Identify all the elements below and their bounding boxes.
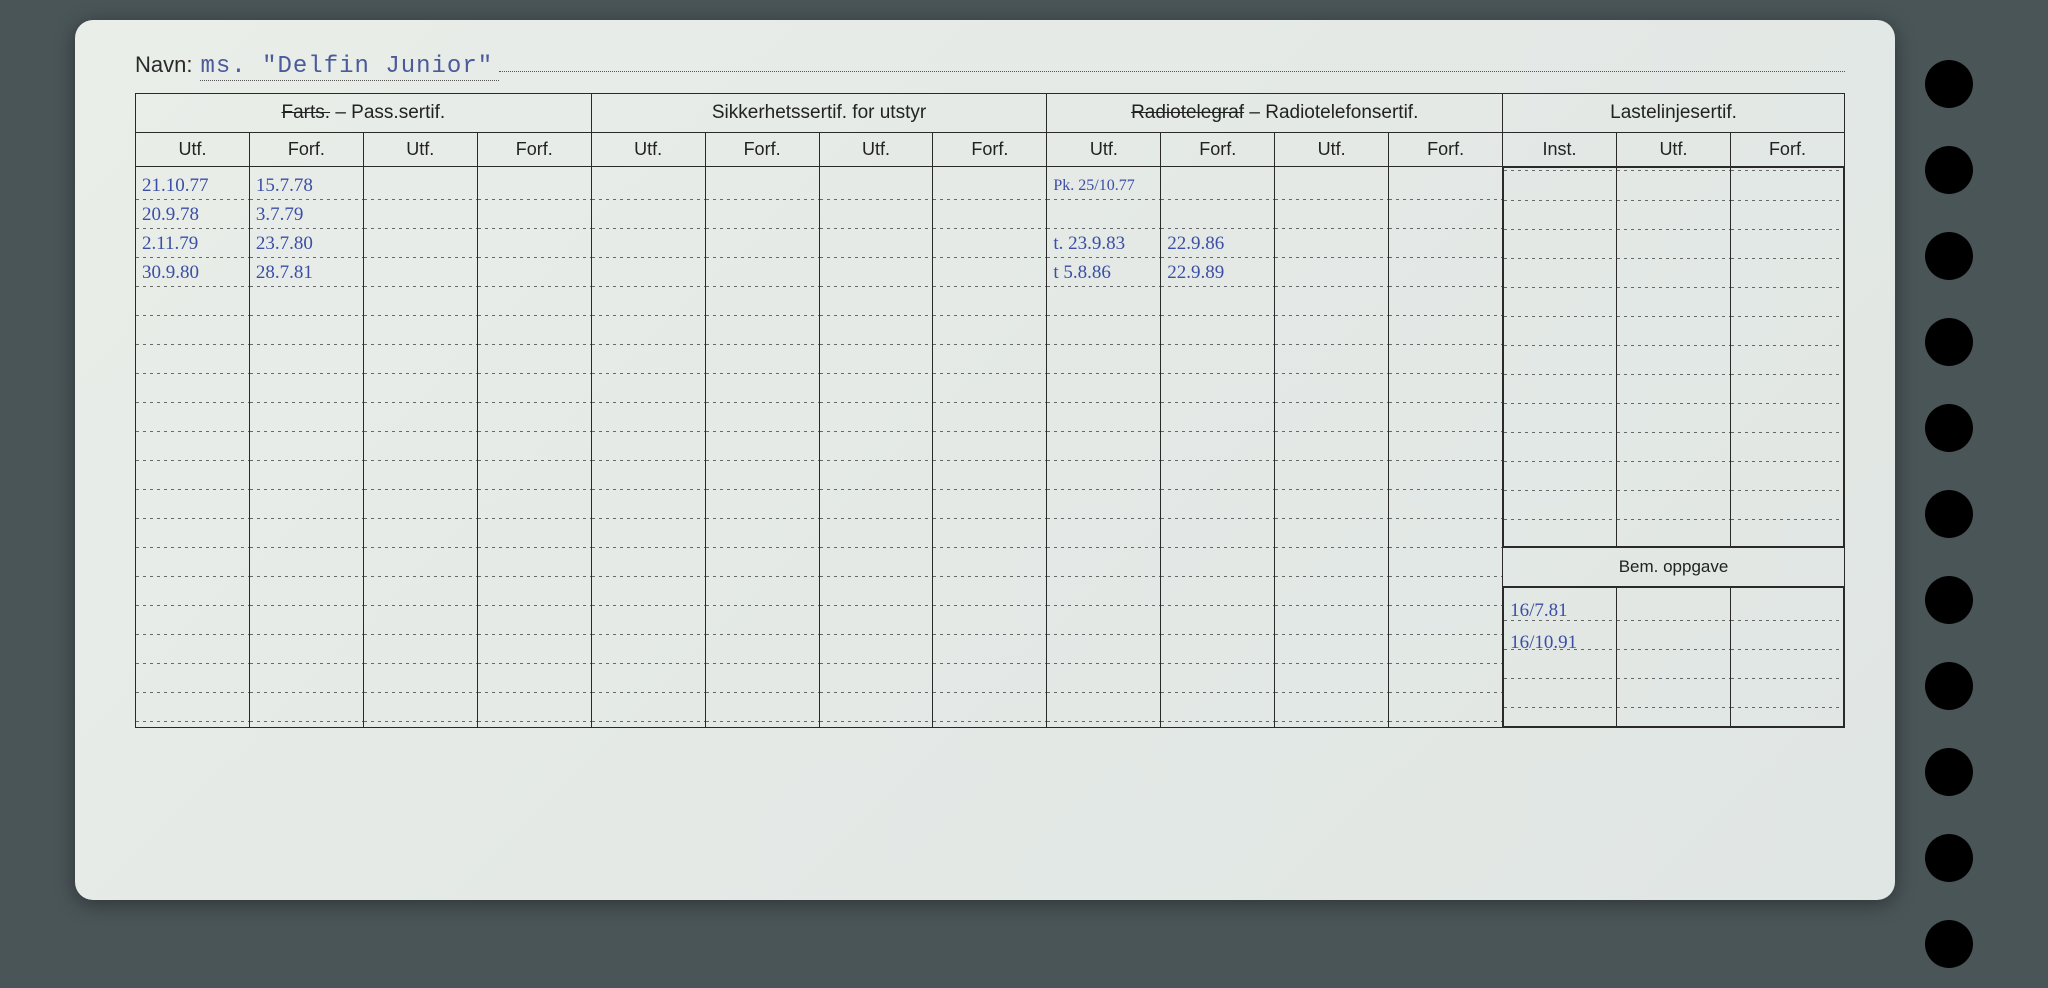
col-header: Forf. (1389, 133, 1503, 167)
col-header: Utf. (1616, 133, 1730, 167)
handwritten-entry: 22.9.86 (1167, 229, 1224, 258)
cell-empty (1275, 167, 1389, 728)
hole-icon (1925, 404, 1973, 452)
cell-empty (933, 167, 1047, 728)
title-value: ms. "Delfin Junior" (200, 53, 499, 81)
handwritten-entry: 16/10.91 (1510, 628, 1577, 657)
handwritten-entry: t 5.8.86 (1053, 258, 1111, 287)
section-laste: Lastelinjesertif. (1503, 94, 1845, 133)
cell-empty (477, 167, 591, 728)
hole-icon (1925, 232, 1973, 280)
cell-farts-utf1: 21.10.77 20.9.78 2.11.79 30.9.80 (136, 167, 250, 728)
hole-icon (1925, 146, 1973, 194)
hole-icon (1925, 490, 1973, 538)
binder-holes (1925, 60, 1973, 968)
cell-radio-utf1: Pk. 25/10.77 t. 23.9.83 t 5.8.86 (1047, 167, 1161, 728)
col-header: Forf. (477, 133, 591, 167)
cell-empty (363, 167, 477, 728)
handwritten-entry: 15.7.78 (256, 171, 313, 200)
col-header: Utf. (819, 133, 933, 167)
cell-laste: Bem. oppgave 16/7.81 16/10.91 (1503, 167, 1845, 728)
section-sikkerhet: Sikkerhetssertif. for utstyr (591, 94, 1047, 133)
title-row: Navn: ms. "Delfin Junior" (135, 50, 1845, 81)
handwritten-entry: 28.7.81 (256, 258, 313, 287)
col-header: Utf. (363, 133, 477, 167)
col-header: Utf. (1275, 133, 1389, 167)
hole-icon (1925, 748, 1973, 796)
col-header: Forf. (249, 133, 363, 167)
handwritten-entry: 30.9.80 (142, 258, 199, 287)
handwritten-entry: 3.7.79 (256, 200, 304, 229)
cell-empty (591, 167, 705, 728)
col-header: Utf. (1047, 133, 1161, 167)
cell-farts-forf1: 15.7.78 3.7.79 23.7.80 28.7.81 (249, 167, 363, 728)
cell-empty (819, 167, 933, 728)
col-header: Utf. (136, 133, 250, 167)
handwritten-entry: 23.7.80 (256, 229, 313, 258)
hole-icon (1925, 60, 1973, 108)
title-label: Navn: (135, 52, 192, 78)
handwritten-entry: 2.11.79 (142, 229, 198, 258)
col-header: Forf. (1730, 133, 1844, 167)
hole-icon (1925, 920, 1973, 968)
certificate-table: Farts. – Pass.sertif. Sikkerhetssertif. … (135, 93, 1845, 728)
handwritten-entry: 22.9.89 (1167, 258, 1224, 287)
handwritten-entry: t. 23.9.83 (1053, 229, 1125, 258)
col-header: Forf. (705, 133, 819, 167)
section-farts: Farts. – Pass.sertif. (136, 94, 592, 133)
hole-icon (1925, 318, 1973, 366)
col-header: Utf. (591, 133, 705, 167)
cell-empty (705, 167, 819, 728)
handwritten-entry: 20.9.78 (142, 200, 199, 229)
handwritten-entry: 16/7.81 (1510, 596, 1568, 625)
hole-icon (1925, 662, 1973, 710)
handwritten-entry: 21.10.77 (142, 171, 209, 200)
title-dotted-line (499, 50, 1845, 72)
cell-radio-forf1: 22.9.86 22.9.89 (1161, 167, 1275, 728)
col-header: Inst. (1503, 133, 1617, 167)
col-header: Forf. (1161, 133, 1275, 167)
section-radio: Radiotelegraf – Radiotelefonsertif. (1047, 94, 1503, 133)
bem-oppgave-label: Bem. oppgave (1503, 547, 1844, 587)
page-wrap: Navn: ms. "Delfin Junior" Farts. – Pass.… (75, 20, 1973, 968)
col-header: Forf. (933, 133, 1047, 167)
handwritten-entry: Pk. 25/10.77 (1053, 171, 1134, 200)
hole-icon (1925, 834, 1973, 882)
record-card: Navn: ms. "Delfin Junior" Farts. – Pass.… (75, 20, 1895, 900)
hole-icon (1925, 576, 1973, 624)
cell-empty (1389, 167, 1503, 728)
